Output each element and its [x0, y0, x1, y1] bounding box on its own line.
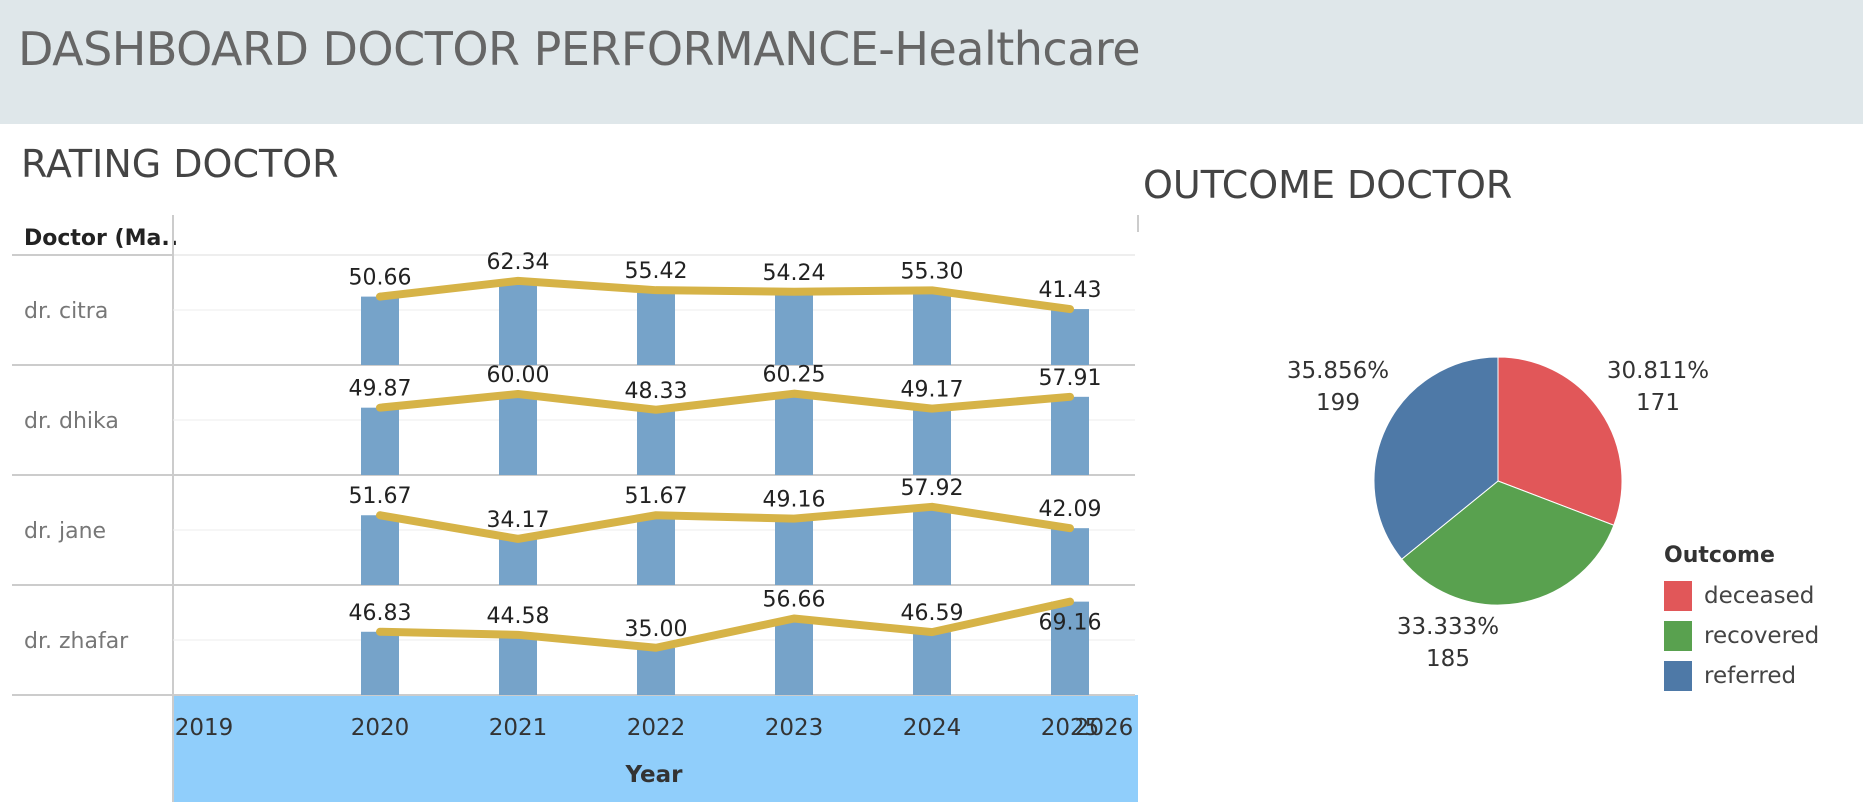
rating-bar	[361, 631, 399, 695]
data-label: 62.34	[487, 250, 550, 275]
data-label: 69.16	[1039, 611, 1102, 636]
rating-bar	[775, 518, 813, 585]
x-tick-label: 2021	[489, 715, 548, 741]
outcome-doctor-title: OUTCOME DOCTOR	[1143, 163, 1513, 207]
rating-bar	[775, 393, 813, 475]
rating-bar	[637, 290, 675, 365]
legend-swatch-referred	[1664, 661, 1692, 691]
data-label: 51.67	[625, 484, 688, 509]
rating-line	[376, 389, 1074, 414]
legend-label-deceased: deceased	[1704, 583, 1815, 609]
rating-doctor-title: RATING DOCTOR	[21, 142, 339, 186]
rating-bar	[361, 407, 399, 475]
data-label: 41.43	[1039, 278, 1102, 303]
x-tick-label: 2020	[351, 715, 410, 741]
rating-bar	[637, 647, 675, 695]
data-label: 49.87	[349, 377, 412, 402]
data-label: 60.25	[763, 363, 826, 388]
legend-item-referred[interactable]: referred	[1664, 656, 1819, 696]
data-label: 57.92	[901, 476, 964, 501]
pie-slice-referred	[1373, 356, 1499, 560]
outcome-legend: Outcome deceased recovered referred	[1664, 543, 1819, 696]
data-label: 35.00	[625, 617, 688, 642]
legend-label-recovered: recovered	[1704, 623, 1820, 649]
x-tick-label: 2026	[1075, 715, 1134, 741]
rating-bar	[913, 408, 951, 475]
legend-title: Outcome	[1664, 543, 1775, 568]
data-label: 46.83	[349, 601, 412, 626]
x-tick-label: 2019	[175, 715, 234, 741]
doctor-label: dr. citra	[24, 299, 108, 324]
data-label: 60.00	[487, 363, 550, 388]
data-label: 57.91	[1039, 366, 1102, 391]
data-label: 56.66	[763, 588, 826, 613]
rating-bar	[913, 506, 951, 585]
pie-percent-label: 30.811%	[1607, 358, 1709, 384]
doctor-label: dr. jane	[24, 519, 106, 544]
data-label: 55.30	[901, 259, 964, 284]
pie-slice-recovered	[1401, 480, 1615, 606]
rating-line	[376, 276, 1074, 314]
doctor-label: dr. dhika	[24, 409, 119, 434]
x-tick-label: 2025	[1041, 715, 1100, 741]
pie-count-label: 185	[1426, 646, 1470, 672]
rating-bar	[775, 618, 813, 695]
data-label: 54.24	[763, 261, 826, 286]
rating-bar	[913, 632, 951, 695]
data-label: 44.58	[487, 604, 550, 629]
data-label: 49.16	[763, 488, 826, 513]
x-tick-label: 2024	[903, 715, 962, 741]
data-label: 34.17	[487, 508, 550, 533]
rating-bar	[1051, 396, 1089, 475]
pie-count-label: 171	[1636, 390, 1680, 416]
pie-slice-deceased	[1497, 356, 1623, 526]
rating-bar	[1051, 601, 1089, 695]
x-axis-label: Year	[624, 762, 683, 788]
rating-bar	[499, 538, 537, 585]
doctor-label: dr. zhafar	[24, 629, 129, 654]
data-label: 46.59	[901, 601, 964, 626]
data-label: 48.33	[625, 379, 688, 404]
data-label: 51.67	[349, 484, 412, 509]
data-label: 50.66	[349, 266, 412, 291]
x-tick-label: 2023	[765, 715, 824, 741]
dashboard-title: DASHBOARD DOCTOR PERFORMANCE-Healthcare	[18, 22, 1141, 76]
rating-bar	[499, 280, 537, 365]
legend-item-deceased[interactable]: deceased	[1664, 576, 1819, 616]
rating-bar	[1051, 528, 1089, 585]
x-tick-label: 2022	[627, 715, 686, 741]
pie-percent-label: 35.856%	[1287, 358, 1389, 384]
rating-bar	[775, 291, 813, 365]
rating-line	[376, 597, 1074, 652]
legend-label-referred: referred	[1704, 663, 1797, 689]
rating-bar	[1051, 309, 1089, 365]
legend-swatch-deceased	[1664, 581, 1692, 611]
data-label: 49.17	[901, 378, 964, 403]
legend-item-recovered[interactable]: recovered	[1664, 616, 1819, 656]
legend-swatch-recovered	[1664, 621, 1692, 651]
rating-bar	[913, 290, 951, 365]
rating-bar	[361, 296, 399, 365]
pie-count-label: 199	[1316, 390, 1360, 416]
data-label: 42.09	[1039, 497, 1102, 522]
rating-bar	[637, 515, 675, 585]
dashboard-header: DASHBOARD DOCTOR PERFORMANCE-Healthcare	[0, 0, 1863, 124]
rating-bar	[499, 394, 537, 475]
row-header-doctor: Doctor (Ma..	[24, 226, 178, 251]
pie-percent-label: 33.333%	[1397, 614, 1499, 640]
rating-bar	[637, 409, 675, 475]
rating-bar	[499, 634, 537, 695]
rating-bar	[361, 515, 399, 585]
x-axis-band	[173, 695, 1138, 802]
rating-line	[376, 502, 1074, 543]
data-label: 55.42	[625, 259, 688, 284]
